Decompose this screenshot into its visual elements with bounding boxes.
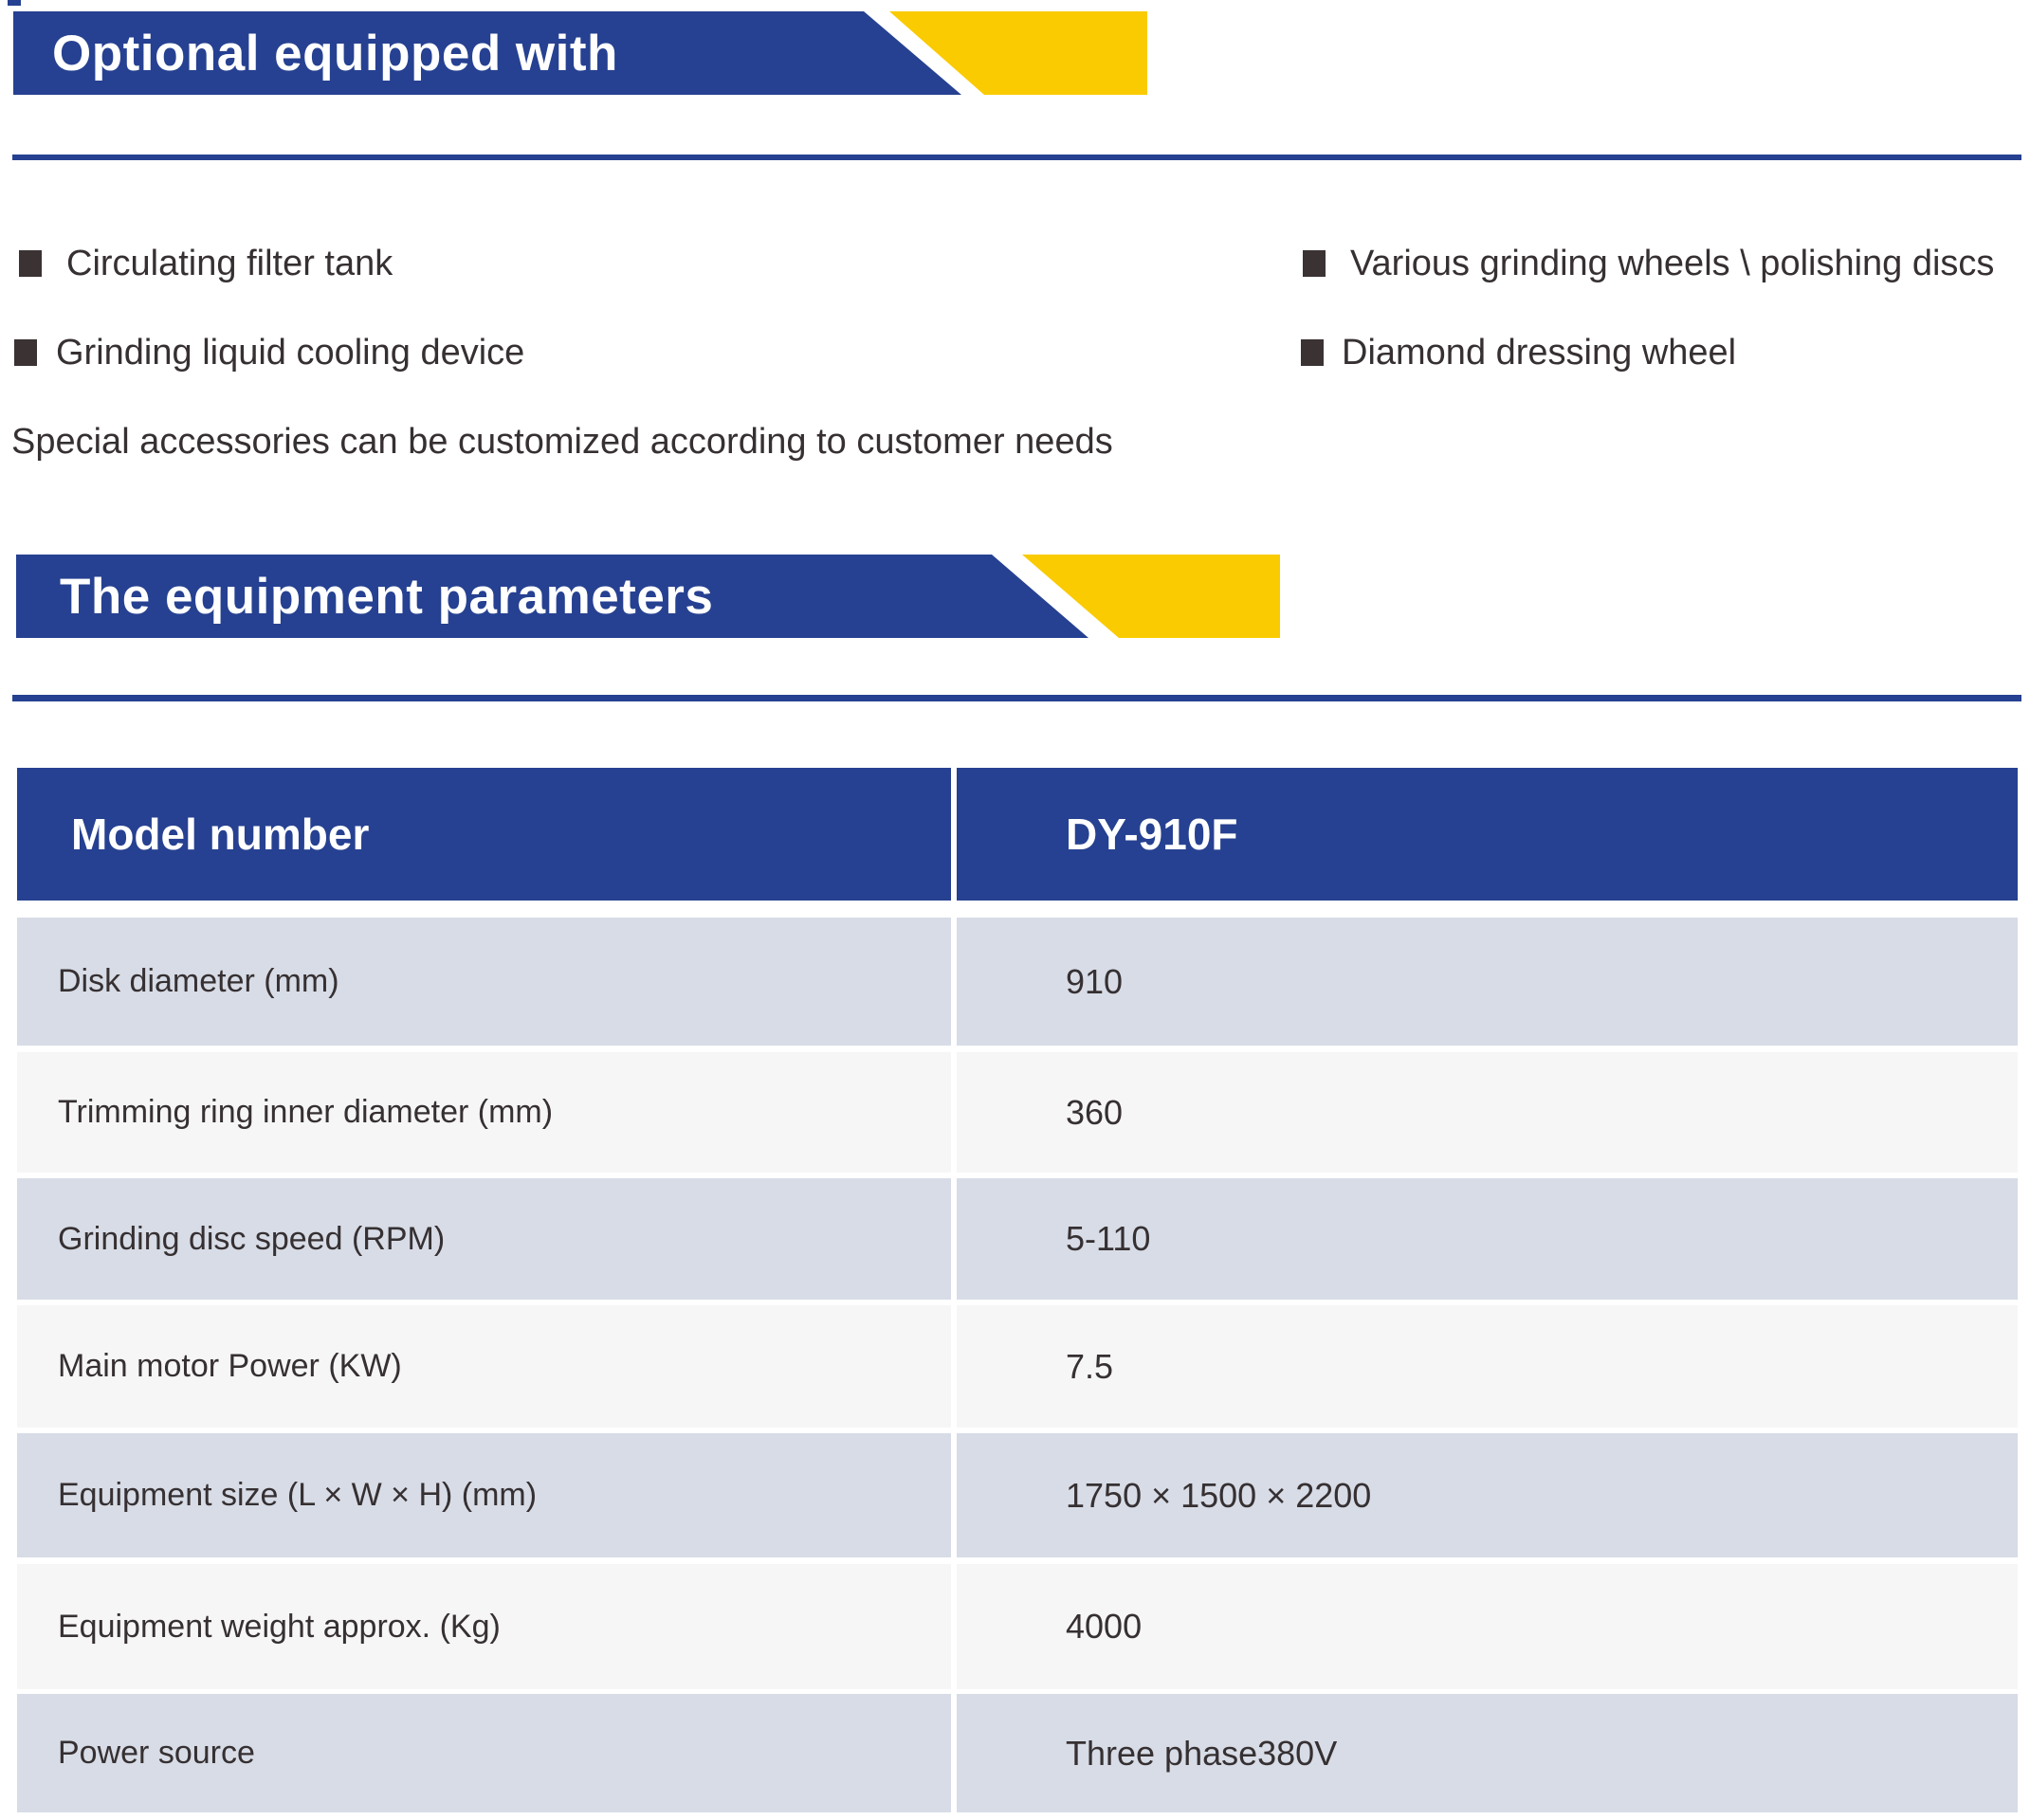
table-row-label: Main motor Power (KW) [17,1305,951,1428]
option-item: Circulating filter tank [19,243,393,283]
table-row-value: 7.5 [957,1305,2018,1428]
table-row-label: Equipment size (L × W × H) (mm) [17,1433,951,1557]
table-row-value: 4000 [957,1564,2018,1689]
table-row-label: Power source [17,1694,951,1812]
option-item-label: Grinding liquid cooling device [56,332,525,373]
option-item: Diamond dressing wheel [1301,332,1737,373]
parameters-section-banner: The equipment parameters [16,555,1088,638]
option-item: Grinding liquid cooling device [14,332,525,373]
table-row-label: Grinding disc speed (RPM) [17,1178,951,1300]
option-item-label: Diamond dressing wheel [1342,332,1737,373]
option-item: Various grinding wheels \ polishing disc… [1303,243,1995,283]
option-item-label: Various grinding wheels \ polishing disc… [1350,243,1995,283]
table-row-label: Trimming ring inner diameter (mm) [17,1052,951,1173]
corner-artifact [8,0,21,6]
bullet-square-icon [1301,339,1324,366]
parameters-section-rule [12,695,2021,701]
table-row-value: 910 [957,918,2018,1046]
optional-section-banner: Optional equipped with [13,11,961,95]
table-row-label: Equipment weight approx. (Kg) [17,1564,951,1689]
bullet-square-icon [19,250,42,277]
bullet-square-icon [1303,250,1326,277]
option-item-label: Circulating filter tank [66,243,393,283]
table-row-value: Three phase380V [957,1694,2018,1812]
parameters-section-title: The equipment parameters [60,568,714,625]
optional-section-title: Optional equipped with [52,25,618,82]
table-row-label: Disk diameter (mm) [17,918,951,1046]
bullet-square-icon [14,339,37,366]
table-row-value: 360 [957,1052,2018,1173]
customization-note: Special accessories can be customized ac… [11,421,1113,462]
table-header-value-cell: DY-910F [957,768,2018,901]
optional-section-rule [12,155,2021,160]
table-header-label-cell: Model number [17,768,951,901]
table-row-value: 1750 × 1500 × 2200 [957,1433,2018,1557]
table-row-value: 5-110 [957,1178,2018,1300]
